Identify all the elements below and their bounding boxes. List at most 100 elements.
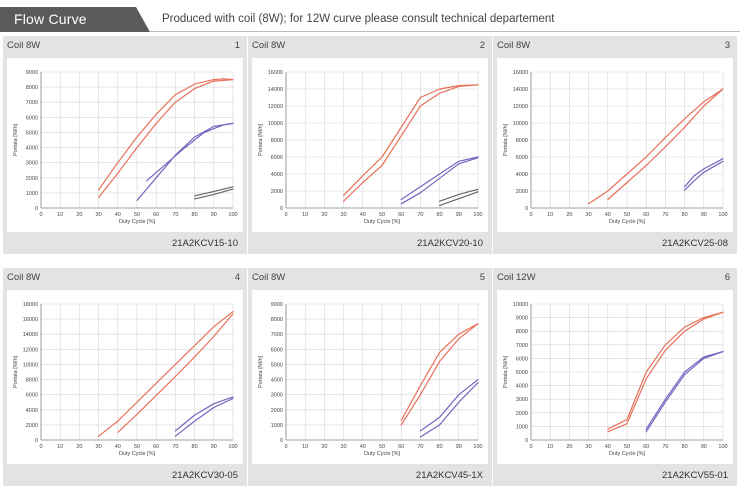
y-tick-label: 1000: [271, 423, 283, 429]
y-tick-label: 2000: [271, 408, 283, 414]
y-axis-label: Portata [Nl/h]: [258, 123, 264, 156]
y-tick-label: 8000: [271, 317, 283, 323]
y-tick-label: 7000: [516, 343, 528, 349]
x-tick-label: 40: [115, 444, 121, 450]
y-tick-label: 6000: [516, 356, 528, 362]
series-line-5: [194, 186, 234, 197]
coil-label: Coil 8W: [7, 40, 41, 51]
y-tick-label: 3000: [516, 397, 528, 403]
x-tick-label: 80: [192, 212, 198, 218]
y-tick-label: 3000: [26, 161, 38, 167]
x-tick-label: 60: [643, 212, 649, 218]
series-line-2: [607, 311, 724, 433]
y-tick-label: 8000: [516, 138, 528, 144]
y-axis-label: Portata [Nl/h]: [503, 123, 509, 156]
x-tick-label: 80: [192, 444, 198, 450]
x-tick-label: 40: [115, 212, 121, 218]
series-line-1: [400, 322, 479, 421]
series-line-3: [400, 156, 479, 201]
x-tick-label: 80: [437, 444, 443, 450]
x-tick-label: 10: [302, 212, 308, 218]
x-tick-label: 0: [529, 212, 532, 218]
y-axis-label: Portata [Nl/h]: [503, 355, 509, 388]
series-line-1: [342, 84, 479, 196]
y-tick-label: 6000: [271, 155, 283, 161]
product-code: 21A2KCV30-05: [171, 470, 238, 481]
x-tick-label: 30: [341, 212, 347, 218]
y-tick-label: 8000: [516, 329, 528, 335]
y-tick-label: 2000: [26, 176, 38, 182]
y-tick-label: 14000: [23, 332, 38, 338]
y-tick-label: 4000: [26, 146, 38, 152]
x-tick-label: 70: [417, 444, 423, 450]
y-tick-label: 4000: [271, 378, 283, 384]
flow-chart-1: 0 1000 2000 3000 4000 5000 6000 7000 8000 9000 0 10…: [13, 70, 238, 225]
series-line-4: [684, 160, 724, 191]
x-tick-label: 10: [547, 212, 553, 218]
chart-panel-3: Coil 8W 3 0 2000 4000 6000 8000 10000 12000 140…: [493, 36, 737, 254]
x-axis-label: Duty Cycle [%]: [609, 451, 646, 457]
series-line-3: [136, 122, 234, 201]
series-line-6: [439, 191, 479, 206]
y-tick-label: 6000: [26, 115, 38, 121]
y-axis-label: Portata [Nl/h]: [13, 355, 19, 388]
product-code: 21A2KCV25-08: [661, 238, 728, 249]
product-code: 21A2KCV55-01: [661, 470, 728, 481]
x-tick-label: 60: [643, 444, 649, 450]
x-tick-label: 50: [134, 444, 140, 450]
header-tab-shape: [0, 7, 150, 32]
coil-label: Coil 8W: [252, 272, 286, 283]
x-tick-label: 0: [39, 444, 42, 450]
x-tick-label: 30: [96, 444, 102, 450]
x-tick-label: 80: [437, 212, 443, 218]
x-tick-label: 20: [76, 212, 82, 218]
y-tick-label: 12000: [23, 347, 38, 353]
x-tick-label: 20: [321, 444, 327, 450]
chart-number: 1: [234, 40, 240, 51]
chart-panel-4: Coil 8W 4 0 2000 4000 6000 8000 10000 12000 140…: [3, 268, 247, 486]
flow-chart-2: 0 2000 4000 6000 8000 10000 12000 14000 16000 0 10…: [258, 70, 483, 225]
series-line-2: [342, 84, 479, 202]
x-axis-label: Duty Cycle [%]: [119, 219, 156, 225]
header-tab: [0, 7, 150, 32]
y-tick-label: 9000: [516, 316, 528, 322]
y-tick-label: 4000: [26, 408, 38, 414]
x-tick-label: 60: [398, 212, 404, 218]
page-title: Flow Curve: [14, 11, 87, 27]
y-tick-label: 0: [280, 438, 283, 444]
flow-chart-3: 0 2000 4000 6000 8000 10000 12000 14000 16000 0 10…: [503, 70, 728, 225]
chart-panel-5: Coil 8W 5 0 1000 2000 3000 4000 5000 6000 7000 8…: [248, 268, 492, 486]
x-tick-label: 100: [228, 444, 237, 450]
x-tick-label: 20: [566, 444, 572, 450]
x-tick-label: 90: [456, 444, 462, 450]
x-tick-label: 80: [682, 444, 688, 450]
y-tick-label: 7000: [26, 100, 38, 106]
series-line-4: [174, 397, 234, 437]
x-tick-label: 10: [57, 444, 63, 450]
series-line-3: [174, 396, 234, 432]
plot-area: 0 1000 2000 3000 4000 5000 6000 7000 8000 9000 0 10…: [7, 58, 243, 232]
y-tick-label: 10000: [23, 362, 38, 368]
x-tick-label: 100: [473, 212, 482, 218]
plot-area: 0 2000 4000 6000 8000 10000 12000 14000 16000 0 10…: [497, 58, 733, 232]
plot-area: 0 1000 2000 3000 4000 5000 6000 7000 8000 9000 100…: [497, 290, 733, 464]
plot-area: 0 1000 2000 3000 4000 5000 6000 7000 8000 9000 0 10…: [252, 290, 488, 464]
series-line-2: [400, 322, 479, 426]
y-tick-label: 0: [280, 206, 283, 212]
y-tick-label: 0: [525, 206, 528, 212]
y-tick-label: 6000: [26, 393, 38, 399]
series-line-1: [97, 311, 234, 437]
series-line-4: [645, 350, 724, 433]
series-line-4: [146, 122, 234, 182]
y-tick-label: 2000: [516, 189, 528, 195]
chart-number: 6: [724, 272, 730, 283]
x-tick-label: 50: [134, 212, 140, 218]
y-tick-label: 8000: [26, 85, 38, 91]
flow-chart-4: 0 2000 4000 6000 8000 10000 12000 14000 16000 180…: [13, 302, 238, 457]
x-tick-label: 90: [456, 212, 462, 218]
x-tick-label: 100: [473, 444, 482, 450]
y-tick-label: 14000: [268, 87, 283, 93]
y-tick-label: 8000: [26, 378, 38, 384]
x-tick-label: 90: [701, 444, 707, 450]
y-tick-label: 5000: [26, 130, 38, 136]
